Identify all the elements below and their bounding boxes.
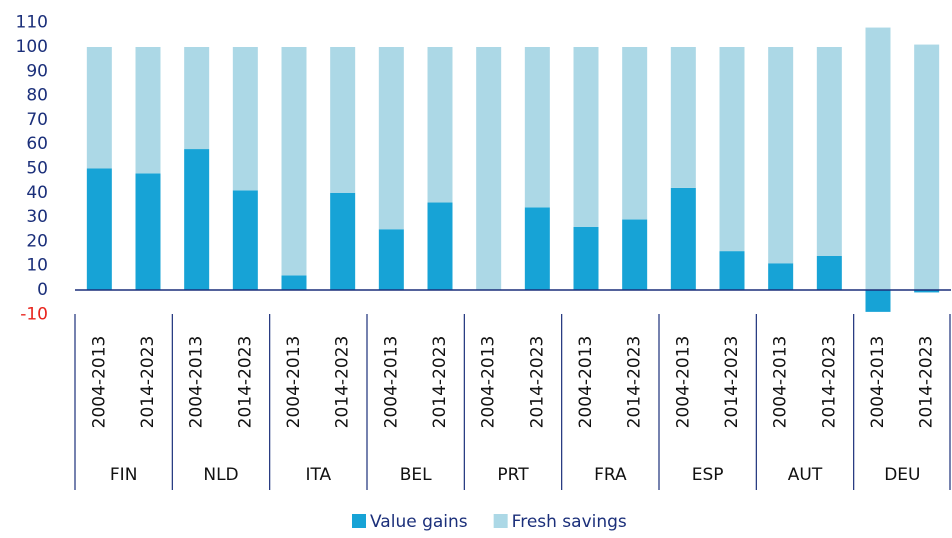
bar-segment bbox=[622, 219, 648, 290]
bar-segment bbox=[378, 47, 404, 230]
x-tick-label: 2014-2023 bbox=[625, 336, 645, 429]
bar-segment bbox=[524, 207, 550, 290]
bar-segment bbox=[865, 290, 891, 312]
x-tick-label: 2004-2013 bbox=[771, 336, 791, 429]
bar-segment bbox=[622, 47, 648, 220]
x-tick-label: 2004-2013 bbox=[868, 336, 888, 429]
x-tick-label: 2004-2013 bbox=[187, 336, 207, 429]
bar-segment bbox=[768, 47, 794, 264]
bar-segment bbox=[232, 190, 258, 290]
y-tick-label: 70 bbox=[26, 110, 48, 130]
x-tick-label: 2004-2013 bbox=[673, 336, 693, 429]
bar-segment bbox=[135, 173, 161, 290]
y-tick-label: 100 bbox=[16, 37, 48, 57]
legend-swatch bbox=[493, 514, 508, 528]
bar-segment bbox=[914, 290, 940, 293]
y-tick-label: 20 bbox=[26, 231, 48, 251]
bar-segment bbox=[281, 47, 307, 276]
bar-segment bbox=[865, 27, 891, 291]
bar-segment bbox=[86, 47, 112, 169]
x-tick-label: 2014-2023 bbox=[333, 336, 353, 429]
y-tick-label: 110 bbox=[16, 13, 48, 33]
x-tick-label: 2004-2013 bbox=[284, 336, 304, 429]
group-label: FIN bbox=[110, 465, 138, 485]
bar-segment bbox=[427, 47, 453, 203]
group-label: FRA bbox=[594, 465, 627, 485]
x-tick-label: 2014-2023 bbox=[527, 336, 547, 429]
group-label: ITA bbox=[305, 465, 331, 485]
y-tick-label: 60 bbox=[26, 134, 48, 154]
x-tick-label: 2014-2023 bbox=[819, 336, 839, 429]
bar-segment bbox=[232, 47, 258, 191]
y-tick-label: 90 bbox=[26, 61, 48, 81]
group-label: ESP bbox=[692, 465, 724, 485]
y-tick-label: 30 bbox=[26, 207, 48, 227]
legend-label: Fresh savings bbox=[512, 512, 627, 532]
bar-segment bbox=[914, 44, 940, 290]
bar-segment bbox=[573, 226, 599, 290]
x-tick-label: 2004-2013 bbox=[576, 336, 596, 429]
y-tick-label: 0 bbox=[37, 280, 48, 300]
bar-segment bbox=[524, 47, 550, 208]
y-tick-label: 80 bbox=[26, 86, 48, 106]
bar-segment bbox=[184, 47, 210, 150]
legend-swatch bbox=[352, 514, 366, 528]
bar-segment bbox=[378, 229, 404, 290]
bar-segment bbox=[330, 192, 356, 290]
x-tick-label: 2014-2023 bbox=[722, 336, 742, 429]
group-label: NLD bbox=[203, 465, 238, 485]
bar-segment bbox=[330, 47, 356, 193]
y-tick-label: 50 bbox=[26, 159, 48, 179]
bar-segment bbox=[476, 47, 502, 290]
bar-segment bbox=[427, 202, 453, 290]
x-tick-label: 2004-2013 bbox=[89, 336, 109, 429]
bar-segment bbox=[816, 255, 842, 290]
x-tick-label: 2004-2013 bbox=[479, 336, 499, 429]
bar-segment bbox=[135, 47, 161, 174]
bar-segment bbox=[184, 149, 210, 290]
bar-segment bbox=[573, 47, 599, 227]
x-tick-label: 2014-2023 bbox=[430, 336, 450, 429]
bar-segment bbox=[816, 47, 842, 256]
group-label: AUT bbox=[788, 465, 823, 485]
bar-segment bbox=[86, 168, 112, 290]
y-tick-label: -10 bbox=[20, 304, 48, 324]
legend-label: Value gains bbox=[370, 512, 468, 532]
y-tick-label: 10 bbox=[26, 256, 48, 276]
x-tick-label: 2004-2013 bbox=[381, 336, 401, 429]
x-tick-label: 2014-2023 bbox=[138, 336, 158, 429]
bar-segment bbox=[768, 263, 794, 290]
bar-segment bbox=[281, 275, 307, 290]
group-label: BEL bbox=[400, 465, 432, 485]
x-tick-label: 2014-2023 bbox=[235, 336, 255, 429]
bar-segment bbox=[719, 251, 745, 290]
y-tick-label: 40 bbox=[26, 183, 48, 203]
bar-segment bbox=[670, 187, 696, 290]
x-tick-label: 2014-2023 bbox=[917, 336, 937, 429]
bar-segment bbox=[719, 47, 745, 252]
group-label: DEU bbox=[884, 465, 920, 485]
bar-segment bbox=[670, 47, 696, 188]
group-label: PRT bbox=[497, 465, 529, 485]
